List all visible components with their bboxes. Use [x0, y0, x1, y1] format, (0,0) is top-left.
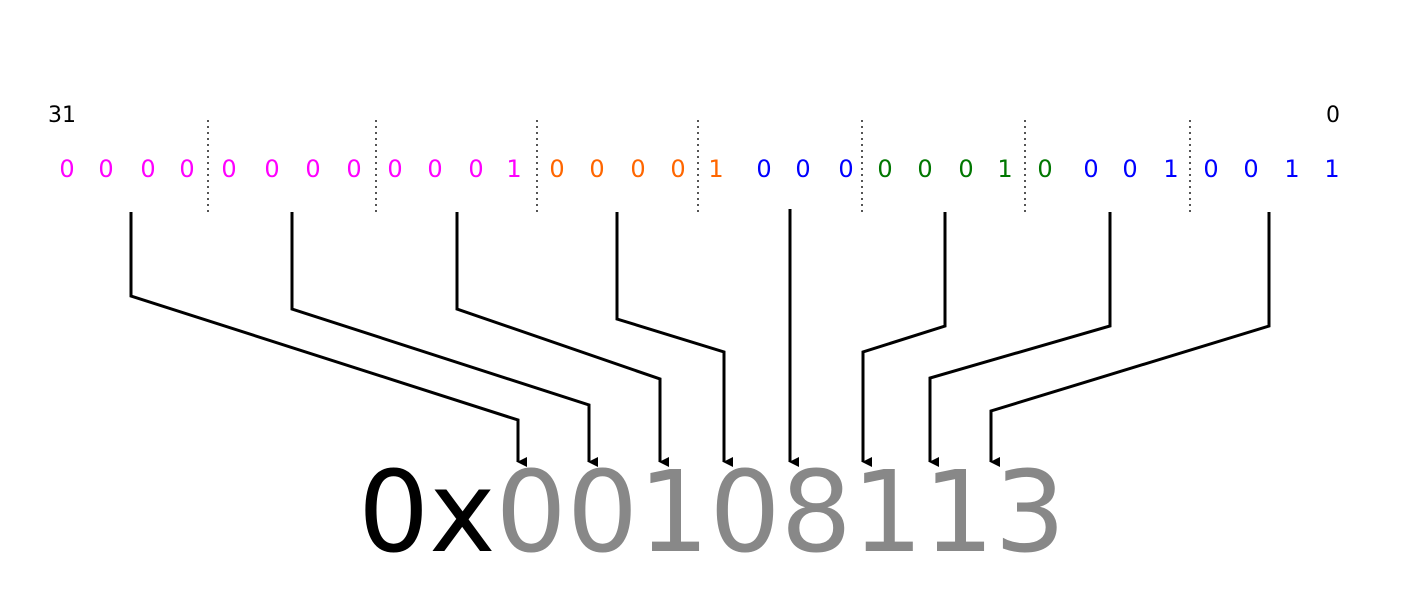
- bit-13: 0: [795, 155, 810, 183]
- hex-value: 0x00108113: [358, 448, 1066, 578]
- bit-11: 0: [877, 155, 892, 183]
- connector-arrow-nibble-0: [989, 212, 1271, 467]
- bit-16: 0: [670, 155, 685, 183]
- bit-15: 1: [708, 155, 723, 183]
- connector-arrow-nibble-6: [290, 212, 598, 467]
- bit-31: 0: [59, 155, 74, 183]
- bit-24: 0: [346, 155, 361, 183]
- bit-22: 0: [427, 155, 442, 183]
- bit-26: 0: [264, 155, 279, 183]
- bit-index-low-label: 0: [1326, 103, 1340, 128]
- hex-digit-0: 3: [994, 448, 1065, 578]
- bit-1: 1: [1284, 155, 1299, 183]
- bit-2: 0: [1243, 155, 1258, 183]
- bit-29: 0: [140, 155, 155, 183]
- bit-30: 0: [98, 155, 113, 183]
- connector-arrow-nibble-2: [861, 212, 947, 467]
- bit-21: 0: [468, 155, 483, 183]
- bit-17: 0: [630, 155, 645, 183]
- bit-5: 0: [1122, 155, 1137, 183]
- connector-arrow-nibble-5: [455, 212, 669, 467]
- bit-20: 1: [506, 155, 521, 183]
- bit-4: 1: [1163, 155, 1178, 183]
- hex-digit-5: 1: [638, 448, 709, 578]
- connector-arrow-nibble-4: [615, 212, 733, 467]
- hex-prefix: 0x: [358, 448, 496, 578]
- bit-14: 0: [756, 155, 771, 183]
- bit-3: 0: [1203, 155, 1218, 183]
- bit-25: 0: [305, 155, 320, 183]
- connector-arrow-nibble-1: [928, 212, 1112, 467]
- bit-12: 0: [838, 155, 853, 183]
- hex-digit-4: 0: [709, 448, 780, 578]
- bit-index-high-label: 31: [48, 103, 76, 128]
- bit-19: 0: [549, 155, 564, 183]
- bit-8: 1: [997, 155, 1012, 183]
- hex-digit-6: 0: [567, 448, 638, 578]
- bit-7: 0: [1037, 155, 1052, 183]
- bit-27: 0: [221, 155, 236, 183]
- bit-18: 0: [589, 155, 604, 183]
- bit-23: 0: [387, 155, 402, 183]
- hex-digits: 00108113: [496, 448, 1066, 578]
- hex-digit-3: 8: [781, 448, 852, 578]
- connector-arrow-nibble-7: [129, 212, 527, 467]
- hex-digit-2: 1: [852, 448, 923, 578]
- bit-10: 0: [917, 155, 932, 183]
- hex-digit-1: 1: [923, 448, 994, 578]
- bit-0: 1: [1324, 155, 1339, 183]
- bit-9: 0: [958, 155, 973, 183]
- bit-6: 0: [1083, 155, 1098, 183]
- hex-digit-7: 0: [496, 448, 567, 578]
- bit-28: 0: [179, 155, 194, 183]
- connector-arrows: [129, 209, 1271, 467]
